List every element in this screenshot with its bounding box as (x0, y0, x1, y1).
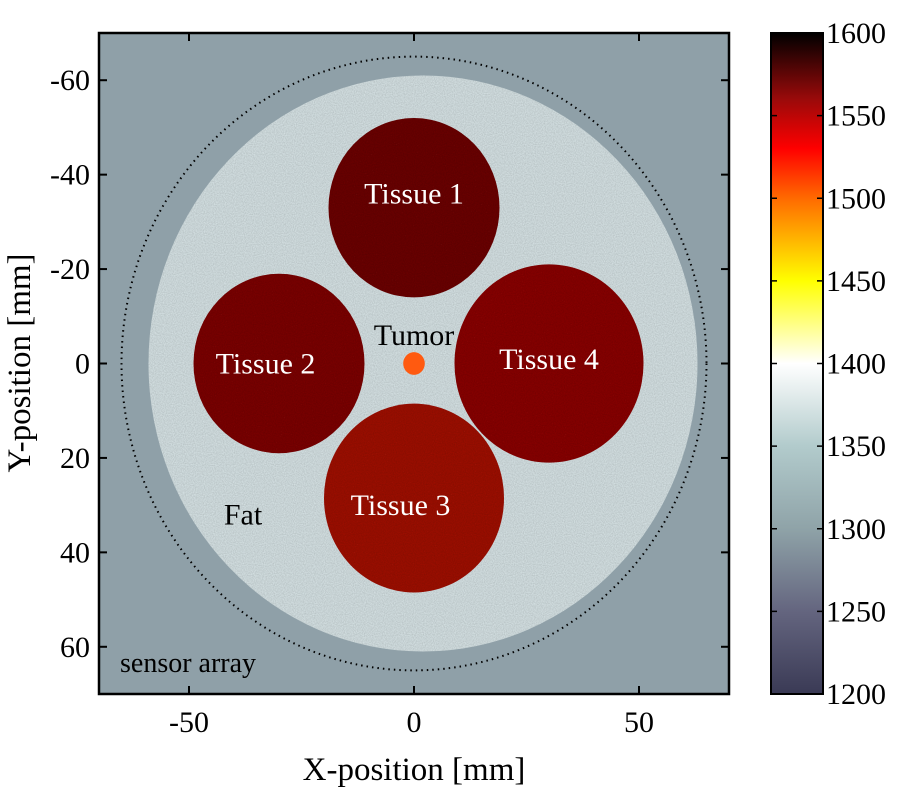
y-tick-label: -60 (50, 64, 90, 97)
colorbar-tick-label: 1550 (826, 100, 886, 133)
region-tissue-2 (193, 273, 365, 454)
colorbar-tick-label: 1600 (826, 17, 886, 50)
region-label: Tissue 2 (216, 348, 316, 381)
x-tick-label: 0 (407, 706, 422, 739)
y-tick-label: 60 (60, 631, 90, 664)
colorbar (770, 32, 824, 695)
region-tumor (403, 352, 425, 375)
region-tissue-3 (324, 403, 504, 593)
region-label: Fat (224, 499, 263, 532)
colorbar-tick-label: 1300 (826, 513, 886, 546)
region-label: Tumor (374, 319, 455, 352)
region-label: Tissue 4 (499, 343, 599, 376)
y-tick-label: 0 (75, 348, 90, 381)
plot-area: Fat Tissue 1 Tissue 2 Tissue 3 Tissue 4 Tumor… (99, 33, 729, 694)
region-tissue-4 (454, 264, 644, 463)
y-tick-label: 20 (60, 442, 90, 475)
x-tick-label: 50 (624, 706, 654, 739)
region-label: Tissue 3 (351, 489, 451, 522)
y-axis-label: Y-position [mm] (2, 253, 38, 472)
sensor-array-label: sensor array (120, 648, 256, 679)
colorbar-tick-label: 1400 (826, 348, 886, 381)
x-tick-label: -50 (169, 706, 209, 739)
colorbar-tick-label: 1250 (826, 595, 886, 628)
colorbar-tick-label: 1450 (826, 265, 886, 298)
colorbar-tick-label: 1200 (826, 678, 886, 711)
region-label: Tissue 1 (364, 178, 464, 211)
colorbar-tick-label: 1350 (826, 430, 886, 463)
y-tick-label: -40 (50, 159, 90, 192)
y-tick-label: 40 (60, 536, 90, 569)
colorbar-tick-label: 1500 (826, 182, 886, 215)
y-tick-label: -20 (50, 253, 90, 286)
sensor-array-ring (120, 55, 708, 672)
x-axis-label: X-position [mm] (303, 752, 526, 788)
region-tissue-1 (328, 117, 500, 298)
